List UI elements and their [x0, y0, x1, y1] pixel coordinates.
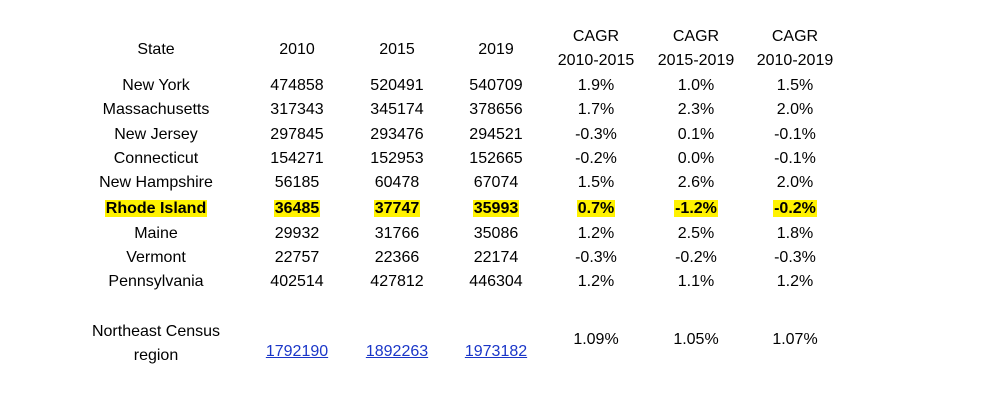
row-state: New Jersey — [114, 126, 198, 143]
row-cagr-2010-2019: 2.0% — [776, 174, 814, 191]
row-2019: 294521 — [469, 126, 523, 143]
total-2019-value[interactable]: 1973182 — [464, 343, 528, 360]
row-2010: 297845 — [270, 126, 324, 143]
row-cagr-2015-2019: -0.2% — [675, 249, 717, 266]
highlight-cagr-2010-2019: -0.2% — [773, 200, 817, 217]
row-2015: 520491 — [370, 77, 424, 94]
total-label-line1: Northeast Census — [91, 323, 221, 340]
row-cagr-2010-2019: 1.8% — [776, 225, 814, 242]
row-cagr-2010-2019: 2.0% — [776, 101, 814, 118]
row-2015: 427812 — [370, 273, 424, 290]
row-2010: 474858 — [270, 77, 324, 94]
total-cagr-2010-2015: 1.09% — [573, 331, 619, 348]
header-cagr-2015-2019-line1: CAGR — [672, 28, 720, 45]
header-cagr-2010-2015: CAGR 2010-2015 — [546, 25, 646, 73]
row-cagr-2015-2019-highlighted: -1.2% — [646, 198, 746, 220]
row-cagr-2010-2015: -0.2% — [575, 150, 617, 167]
row-cagr-2015-2019: 0.0% — [677, 150, 715, 167]
highlight-2015: 37747 — [373, 200, 421, 217]
highlight-cagr-2010-2015: 0.7% — [576, 200, 616, 217]
row-cagr-2010-2015: 1.2% — [577, 273, 615, 290]
row-cagr-2010-2015: 1.2% — [577, 225, 615, 242]
header-cagr-2015-2019: CAGR 2015-2019 — [646, 25, 746, 73]
row-cagr-2010-2015: -0.3% — [575, 126, 617, 143]
row-2019: 35086 — [473, 225, 519, 242]
highlight-cagr-2015-2019: -1.2% — [674, 200, 718, 217]
highlight-2010: 36485 — [273, 200, 321, 217]
row-2019: 22174 — [473, 249, 519, 266]
row-2010-highlighted: 36485 — [257, 198, 337, 220]
header-state: State — [137, 41, 175, 58]
header-cagr-2010-2019-line1: CAGR — [771, 28, 819, 45]
row-state: Maine — [134, 225, 178, 242]
row-2010: 154271 — [270, 150, 324, 167]
row-cagr-2010-2015-highlighted: 0.7% — [546, 198, 646, 220]
highlight-state: Rhode Island — [104, 200, 208, 217]
row-2015-highlighted: 37747 — [357, 198, 437, 220]
row-state: Connecticut — [113, 150, 199, 167]
row-state: Pennsylvania — [108, 273, 204, 290]
row-cagr-2010-2015: 1.9% — [577, 77, 615, 94]
total-2010-value[interactable]: 1792190 — [265, 343, 329, 360]
row-state: New York — [122, 77, 190, 94]
total-label-line2: region — [133, 347, 179, 364]
row-cagr-2015-2019: 1.1% — [677, 273, 715, 290]
row-cagr-2010-2019-highlighted: -0.2% — [745, 198, 845, 220]
header-2019: 2019 — [478, 41, 514, 58]
header-cagr-2015-2019-line2: 2015-2019 — [657, 52, 735, 69]
row-state: Vermont — [126, 249, 186, 266]
row-cagr-2015-2019: 2.3% — [677, 101, 715, 118]
row-cagr-2010-2019: 1.5% — [776, 77, 814, 94]
row-cagr-2015-2019: 2.5% — [677, 225, 715, 242]
total-2019-link[interactable]: 1973182 — [456, 341, 536, 363]
header-cagr-2010-2019-line2: 2010-2019 — [756, 52, 834, 69]
row-cagr-2010-2015: 1.5% — [577, 174, 615, 191]
row-state-highlighted: Rhode Island — [86, 198, 226, 220]
row-2019: 540709 — [469, 77, 523, 94]
row-cagr-2010-2019: -0.1% — [774, 150, 816, 167]
row-cagr-2010-2019: -0.3% — [774, 249, 816, 266]
total-cagr-2015-2019: 1.05% — [673, 331, 719, 348]
header-2010: 2010 — [279, 41, 315, 58]
row-cagr-2015-2019: 2.6% — [677, 174, 715, 191]
row-cagr-2010-2015: -0.3% — [575, 249, 617, 266]
row-2010: 22757 — [274, 249, 320, 266]
row-2015: 31766 — [374, 225, 420, 242]
row-2019: 67074 — [473, 174, 519, 191]
row-2019: 446304 — [469, 273, 523, 290]
row-cagr-2010-2019: -0.1% — [774, 126, 816, 143]
row-2010: 402514 — [270, 273, 324, 290]
row-cagr-2015-2019: 0.1% — [677, 126, 715, 143]
row-2015: 152953 — [370, 150, 424, 167]
row-cagr-2010-2019: 1.2% — [776, 273, 814, 290]
row-cagr-2010-2015: 1.7% — [577, 101, 615, 118]
row-2015: 60478 — [374, 174, 420, 191]
row-2015: 22366 — [374, 249, 420, 266]
header-cagr-2010-2015-line1: CAGR — [572, 28, 620, 45]
highlight-2019: 35993 — [472, 200, 520, 217]
row-2015: 293476 — [370, 126, 424, 143]
row-state: New Hampshire — [99, 174, 213, 191]
row-state: Massachusetts — [102, 101, 210, 118]
total-label: Northeast Census region — [66, 320, 246, 368]
row-2010: 317343 — [270, 101, 324, 118]
total-cagr-2010-2019: 1.07% — [772, 331, 818, 348]
total-2010-link[interactable]: 1792190 — [257, 341, 337, 363]
total-2015-link[interactable]: 1892263 — [357, 341, 437, 363]
row-2019: 152665 — [469, 150, 523, 167]
total-2015-value[interactable]: 1892263 — [365, 343, 429, 360]
row-2019-highlighted: 35993 — [456, 198, 536, 220]
header-2015: 2015 — [379, 41, 415, 58]
row-2010: 29932 — [274, 225, 320, 242]
header-cagr-2010-2019: CAGR 2010-2019 — [745, 25, 845, 73]
row-cagr-2015-2019: 1.0% — [677, 77, 715, 94]
row-2010: 56185 — [274, 174, 320, 191]
row-2015: 345174 — [370, 101, 424, 118]
row-2019: 378656 — [469, 101, 523, 118]
header-cagr-2010-2015-line2: 2010-2015 — [557, 52, 635, 69]
